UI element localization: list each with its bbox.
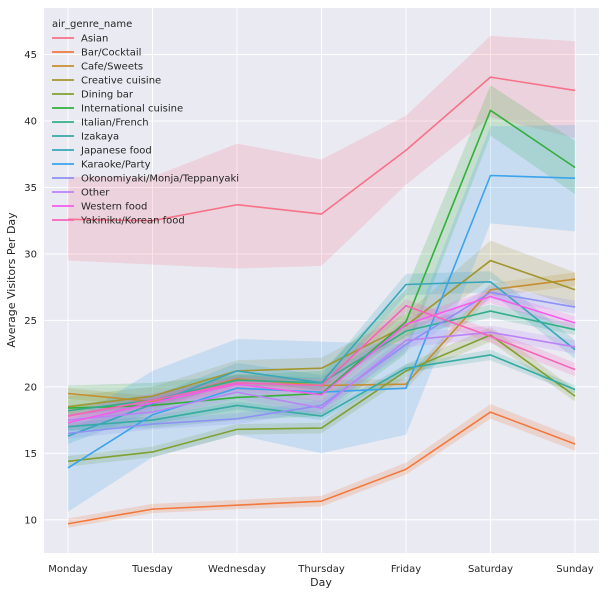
y-tick-label: 25	[24, 316, 37, 327]
y-tick-label: 35	[24, 183, 37, 194]
legend-label: Karaoke/Party	[81, 160, 151, 171]
series-line	[67, 291, 576, 435]
x-tick-label: Monday	[48, 564, 88, 575]
y-axis-ticks: 10 15 20 25 30 35 40 45	[24, 50, 37, 526]
series-line	[67, 109, 576, 409]
series-lines	[67, 76, 576, 525]
x-tick-label: Tuesday	[131, 564, 173, 575]
x-tick-label: Friday	[391, 564, 421, 575]
series-line	[67, 76, 576, 222]
legend-label: Italian/French	[81, 118, 149, 129]
legend-label: Other	[81, 188, 110, 199]
legend-label: Yakiniku/Korean food	[80, 216, 185, 227]
y-tick-label: 30	[24, 249, 37, 260]
confidence-band	[68, 124, 575, 512]
y-tick-label: 45	[24, 50, 37, 61]
y-tick-label: 15	[24, 449, 37, 460]
x-axis-ticks: Monday Tuesday Wednesday Thursday Friday Satu…	[48, 564, 594, 575]
confidence-band	[68, 289, 575, 430]
confidence-band	[68, 35, 575, 269]
legend-label: Dining bar	[81, 90, 134, 101]
grid-lines	[44, 8, 599, 553]
confidence-band	[68, 240, 575, 417]
series-line	[67, 259, 576, 408]
x-tick-label: Wednesday	[208, 564, 266, 575]
x-tick-label: Thursday	[297, 564, 345, 575]
legend-title: air_genre_name	[52, 19, 132, 30]
series-line	[67, 174, 576, 469]
series-line	[67, 295, 576, 424]
legend-label: Creative cuisine	[81, 76, 161, 87]
x-tick-label: Saturday	[468, 564, 513, 575]
y-axis-title: Average Visitors Per Day	[5, 212, 18, 348]
legend-label: Bar/Cocktail	[81, 48, 141, 59]
confidence-band	[68, 285, 575, 439]
y-tick-label: 10	[24, 515, 37, 526]
series-line	[67, 304, 576, 417]
legend: air_genre_name Asian Bar/Cocktail Cafe/Swe…	[52, 19, 239, 227]
legend-label: Japanese food	[80, 146, 152, 157]
series-line	[67, 331, 576, 421]
legend-label: Izakaya	[81, 132, 119, 143]
legend-label: Asian	[81, 34, 108, 45]
legend-label: Okonomiyaki/Monja/Teppanyaki	[81, 174, 239, 185]
series-line	[67, 411, 576, 525]
confidence-band	[68, 327, 575, 467]
confidence-band	[68, 349, 575, 431]
legend-label: Western food	[81, 202, 147, 213]
x-tick-label: Sunday	[556, 564, 593, 575]
series-line	[67, 334, 576, 463]
x-axis-title: Day	[310, 576, 332, 589]
y-tick-label: 20	[24, 382, 37, 393]
y-tick-label: 40	[24, 116, 37, 127]
confidence-band	[68, 404, 575, 528]
legend-label: International cuisine	[81, 104, 183, 115]
confidence-band	[68, 85, 575, 431]
series-line	[67, 281, 576, 437]
legend-label: Cafe/Sweets	[81, 62, 143, 73]
series-line	[67, 354, 576, 428]
